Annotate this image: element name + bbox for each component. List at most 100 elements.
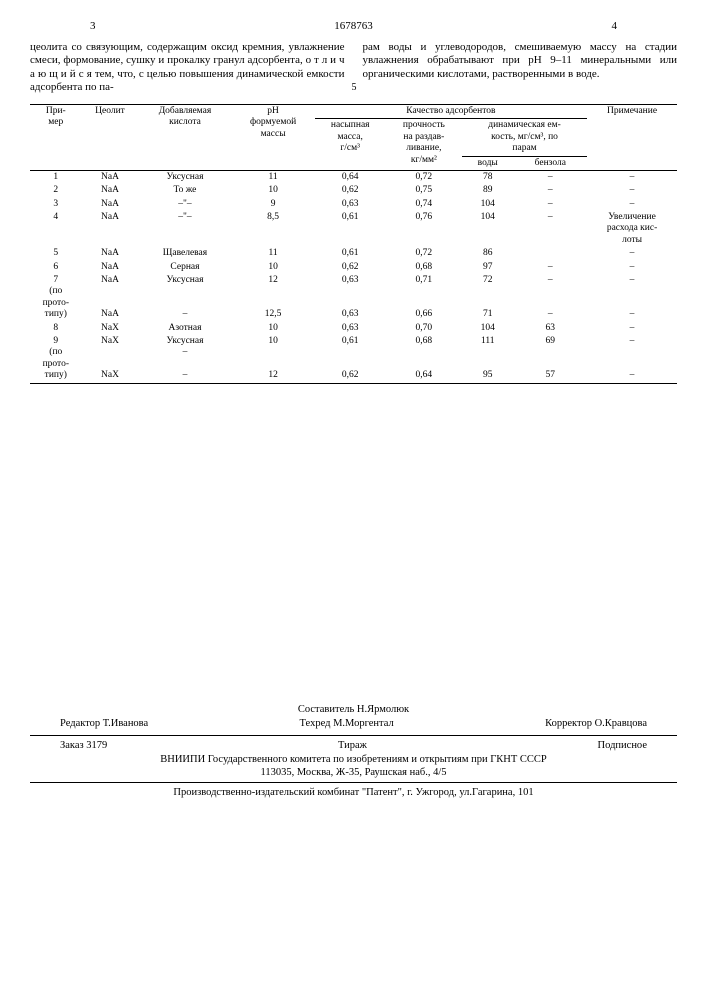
cell: – –: [587, 335, 677, 383]
cell: 10: [232, 261, 315, 274]
th-massa: насыпная масса, г/см³: [315, 119, 386, 171]
th-vody: воды: [462, 156, 514, 170]
cell: –: [514, 261, 588, 274]
cell: 5: [30, 247, 82, 260]
cell: 9: [232, 198, 315, 211]
table-row: 2NaAТо же100,620,7589––: [30, 184, 677, 197]
cell: –: [587, 198, 677, 211]
cell: NaA NaA: [82, 274, 139, 322]
korrektor: Корректор О.Кравцова: [545, 718, 647, 731]
cell: 69 57: [514, 335, 588, 383]
cell: –: [587, 247, 677, 260]
cell: 0,61: [315, 247, 386, 260]
cell: NaX: [82, 322, 139, 335]
table-row: 4NaA–"–8,50,610,76104–Увеличение расхода…: [30, 211, 677, 247]
cell: Уксусная –: [138, 274, 231, 322]
cell: 11: [232, 170, 315, 184]
cell: 8,5: [232, 211, 315, 247]
footer: Составитель Н.Ярмолюк Редактор Т.Иванова…: [30, 704, 677, 800]
cell: 0,68: [386, 261, 462, 274]
cell: 0,74: [386, 198, 462, 211]
cell: –"–: [138, 198, 231, 211]
cell: 6: [30, 261, 82, 274]
th-ceolit: Цеолит: [82, 104, 139, 170]
cell: NaA: [82, 247, 139, 260]
cell: 78: [462, 170, 514, 184]
cell: Увеличение расхода кис- лоты: [587, 211, 677, 247]
table-row: 8NaXАзотная100,630,7010463–: [30, 322, 677, 335]
cell: 0,76: [386, 211, 462, 247]
page-num-right: 4: [612, 20, 618, 33]
cell: То же: [138, 184, 231, 197]
zakaz: Заказ 3179: [60, 740, 107, 753]
cell: 0,71 0,66: [386, 274, 462, 322]
cell: Уксусная: [138, 170, 231, 184]
cell: NaA: [82, 170, 139, 184]
cell: 0,72: [386, 247, 462, 260]
table-body: 1NaAУксусная110,640,7278––2NaAТо же100,6…: [30, 170, 677, 382]
cell: 0,61: [315, 211, 386, 247]
table-row: 9 (по прото- типу)NaX NaXУксусная – –10 …: [30, 335, 677, 383]
cell: –: [587, 184, 677, 197]
cell: 9 (по прото- типу): [30, 335, 82, 383]
cell: NaA: [82, 261, 139, 274]
cell: –: [587, 261, 677, 274]
cell: –: [514, 198, 588, 211]
table-row: 1NaAУксусная110,640,7278––: [30, 170, 677, 184]
right-column: рам воды и углеводородов, смешиваемую ма…: [363, 41, 678, 94]
th-benzola: бензола: [514, 156, 588, 170]
cell: 0,68 0,64: [386, 335, 462, 383]
cell: –"–: [138, 211, 231, 247]
table-row: 5NaAЩавелевая110,610,7286 –: [30, 247, 677, 260]
cell: 97: [462, 261, 514, 274]
cell: NaA: [82, 198, 139, 211]
line-number-5: 5: [352, 82, 357, 94]
cell: NaA: [82, 184, 139, 197]
th-note: Примечание: [587, 104, 677, 170]
cell: 1: [30, 170, 82, 184]
table-row: 7 (по прото- типу)NaA NaAУксусная –12 12…: [30, 274, 677, 322]
cell: 11: [232, 247, 315, 260]
table-row: 3NaA–"–90,630,74104––: [30, 198, 677, 211]
cell: Щавелевая: [138, 247, 231, 260]
redaktor: Редактор Т.Иванова: [60, 718, 148, 731]
cell: 0,70: [386, 322, 462, 335]
sostav: Составитель Н.Ярмолюк: [30, 704, 677, 717]
cell: 12 12,5: [232, 274, 315, 322]
cell: 8: [30, 322, 82, 335]
cell: –: [587, 170, 677, 184]
cell: 4: [30, 211, 82, 247]
th-primer: При- мер: [30, 104, 82, 170]
proizv: Производственно-издательский комбинат "П…: [30, 787, 677, 800]
right-text: рам воды и углеводородов, смешиваемую ма…: [363, 41, 678, 79]
cell: 2: [30, 184, 82, 197]
left-text: цеолита со связующим, содержащим оксид к…: [30, 41, 345, 93]
cell: 63: [514, 322, 588, 335]
cell: 104: [462, 322, 514, 335]
cell: –: [514, 170, 588, 184]
th-quality: Качество адсорбентов: [315, 104, 587, 118]
page-header: 3 1678763 4: [30, 20, 677, 33]
cell: 86: [462, 247, 514, 260]
page-num-left: 3: [90, 20, 96, 33]
cell: 104: [462, 211, 514, 247]
cell: –: [514, 184, 588, 197]
cell: – –: [587, 274, 677, 322]
tehred: Техред М.Моргентал: [300, 718, 394, 731]
table-row: 6NaAСерная100,620,6897––: [30, 261, 677, 274]
cell: 89: [462, 184, 514, 197]
tirazh: Тираж: [338, 740, 367, 753]
cell: Азотная: [138, 322, 231, 335]
cell: 10: [232, 184, 315, 197]
cell: 0,72: [386, 170, 462, 184]
cell: NaX NaX: [82, 335, 139, 383]
cell: Серная: [138, 261, 231, 274]
cell: 111 95: [462, 335, 514, 383]
cell: 0,62: [315, 261, 386, 274]
cell: 104: [462, 198, 514, 211]
cell: 10: [232, 322, 315, 335]
podpis: Подписное: [598, 740, 647, 753]
patent-number: 1678763: [334, 20, 373, 33]
cell: 0,64: [315, 170, 386, 184]
cell: [514, 247, 588, 260]
